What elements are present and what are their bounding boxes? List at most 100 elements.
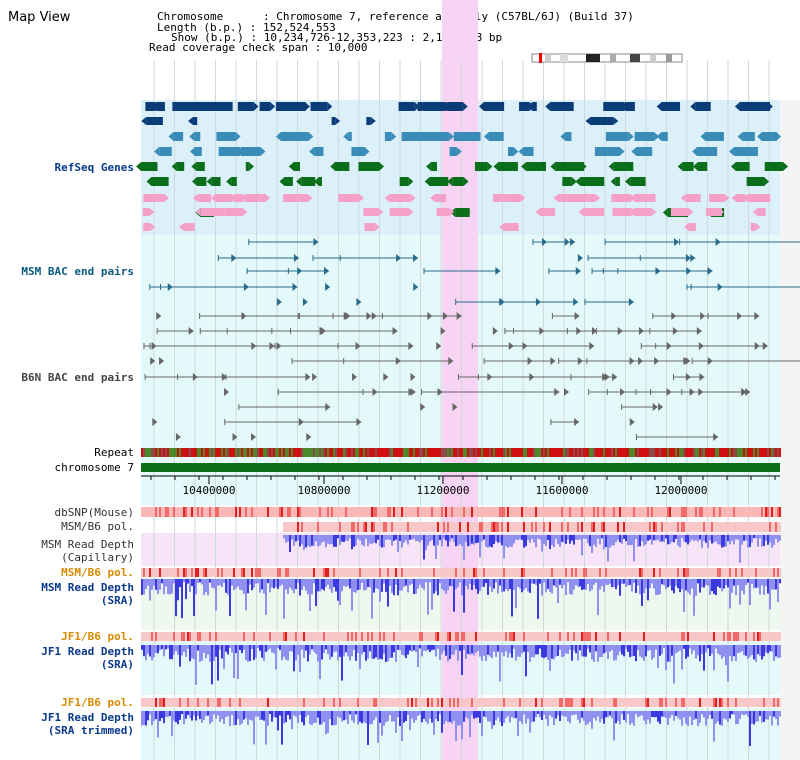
- label-msm-bac[interactable]: MSM BAC end pairs: [21, 265, 134, 278]
- jf1-sra-depth-bar: [383, 645, 385, 654]
- polymorphism-segment: [455, 522, 457, 532]
- polymorphism-segment: [465, 698, 467, 707]
- msm-sra-depth-bar: [387, 579, 389, 607]
- msm-sra-depth-bar: [777, 579, 779, 603]
- polymorphism-segment: [347, 568, 349, 577]
- msm-bac-end: [167, 283, 173, 291]
- repeat-segment: [249, 448, 251, 457]
- polymorphism-segment: [687, 698, 689, 707]
- jf1-trimmed-depth-bar: [251, 711, 253, 721]
- label-b6n-bac[interactable]: B6N BAC end pairs: [21, 371, 134, 384]
- polymorphism-segment: [387, 698, 389, 707]
- polymorphism-segment: [557, 568, 559, 577]
- polymorphism-segment: [211, 698, 213, 707]
- polymorphism-segment: [703, 568, 705, 577]
- repeat-segment: [529, 448, 531, 457]
- polymorphism-segment: [153, 507, 155, 517]
- jf1-trimmed-depth-bar: [453, 711, 455, 721]
- msm-sra-depth-bar: [147, 579, 149, 586]
- jf1-trimmed-depth-bar: [563, 711, 565, 717]
- polymorphism-segment: [391, 507, 393, 517]
- polymorphism-segment: [733, 698, 735, 707]
- msm-sra-depth-bar: [335, 579, 337, 592]
- jf1-sra-depth-bar: [605, 645, 607, 653]
- gene-arrow: [743, 194, 749, 202]
- polymorphism-segment: [399, 698, 401, 707]
- jf1-sra-depth-bar: [741, 645, 743, 652]
- msm-bac-end: [356, 298, 362, 306]
- jf1-trimmed-depth-bar: [313, 711, 315, 724]
- polymorphism-segment: [379, 522, 381, 532]
- capillary-depth-bar: [399, 535, 401, 542]
- polymorphism-segment: [243, 568, 245, 577]
- label-jf1-pol-1: JF1/B6 pol.: [61, 630, 134, 643]
- polymorphism-segment: [547, 522, 549, 532]
- polymorphism-segment: [521, 632, 523, 641]
- polymorphism-segment: [713, 568, 715, 577]
- polymorphism-segment: [443, 698, 445, 707]
- polymorphism-segment: [701, 522, 703, 532]
- repeat-segment: [343, 448, 345, 457]
- jf1-sra-depth-bar: [607, 645, 609, 659]
- repeat-segment: [651, 448, 653, 457]
- jf1-sra-depth-bar: [343, 645, 345, 657]
- polymorphism-segment: [649, 568, 651, 577]
- gene-exon: [363, 208, 379, 216]
- msm-sra-depth-bar: [355, 579, 357, 593]
- polymorphism-segment: [417, 568, 419, 577]
- jf1-sra-depth-bar: [679, 645, 681, 651]
- msm-sra-depth-bar: [755, 579, 757, 588]
- polymorphism-segment: [601, 632, 603, 641]
- polymorphism-segment: [387, 568, 389, 577]
- polymorphism-segment: [429, 507, 431, 517]
- polymorphism-segment: [417, 507, 419, 517]
- repeat-segment: [397, 448, 399, 457]
- capillary-depth-bar: [423, 535, 425, 560]
- jf1-sra-depth-bar: [533, 645, 535, 658]
- jf1-sra-depth-bar: [489, 645, 491, 657]
- capillary-depth-bar: [609, 535, 611, 548]
- gene-exon: [562, 177, 572, 186]
- polymorphism-segment: [585, 568, 587, 577]
- capillary-depth-bar: [283, 535, 285, 539]
- capillary-depth-bar: [731, 535, 733, 541]
- b6n-bac-end: [420, 403, 426, 411]
- polymorphism-segment: [583, 632, 585, 641]
- label-refseq-genes[interactable]: RefSeq Genes: [54, 161, 134, 174]
- gene-exon: [199, 194, 211, 202]
- polymorphism-segment: [179, 632, 181, 641]
- polymorphism-segment: [623, 568, 625, 577]
- capillary-depth-bar: [721, 535, 723, 548]
- polymorphism-segment: [437, 632, 439, 641]
- polymorphism-segment: [343, 698, 345, 707]
- polymorphism-segment: [349, 507, 351, 517]
- polymorphism-segment: [495, 632, 497, 641]
- polymorphism-segment: [313, 568, 315, 577]
- polymorphism-segment: [761, 698, 763, 707]
- polymorphism-segment: [543, 568, 545, 577]
- polymorphism-segment: [507, 568, 509, 577]
- polymorphism-segment: [153, 698, 155, 707]
- b6n-bac-end: [383, 373, 389, 381]
- msm-sra-depth-bar: [571, 579, 573, 595]
- polymorphism-segment: [503, 698, 505, 707]
- jf1-trimmed-depth-bar: [275, 711, 277, 718]
- jf1-sra-depth-bar: [611, 645, 613, 651]
- jf1-sra-depth-bar: [621, 645, 623, 655]
- polymorphism-segment: [547, 507, 549, 517]
- polymorphism-segment: [629, 507, 631, 517]
- b6n-bac-end: [574, 312, 580, 320]
- repeat-segment: [245, 448, 247, 457]
- b6n-bac-end: [492, 327, 498, 335]
- polymorphism-segment: [285, 522, 287, 532]
- polymorphism-segment: [643, 507, 645, 517]
- repeat-segment: [501, 448, 503, 457]
- polymorphism-segment: [191, 568, 193, 577]
- gene-arrow: [656, 132, 662, 141]
- repeat-segment: [317, 448, 319, 457]
- jf1-sra-depth-bar: [539, 645, 541, 649]
- gene-exon: [366, 117, 371, 125]
- msm-sra-depth-bar: [381, 579, 383, 592]
- polymorphism-segment: [539, 522, 541, 532]
